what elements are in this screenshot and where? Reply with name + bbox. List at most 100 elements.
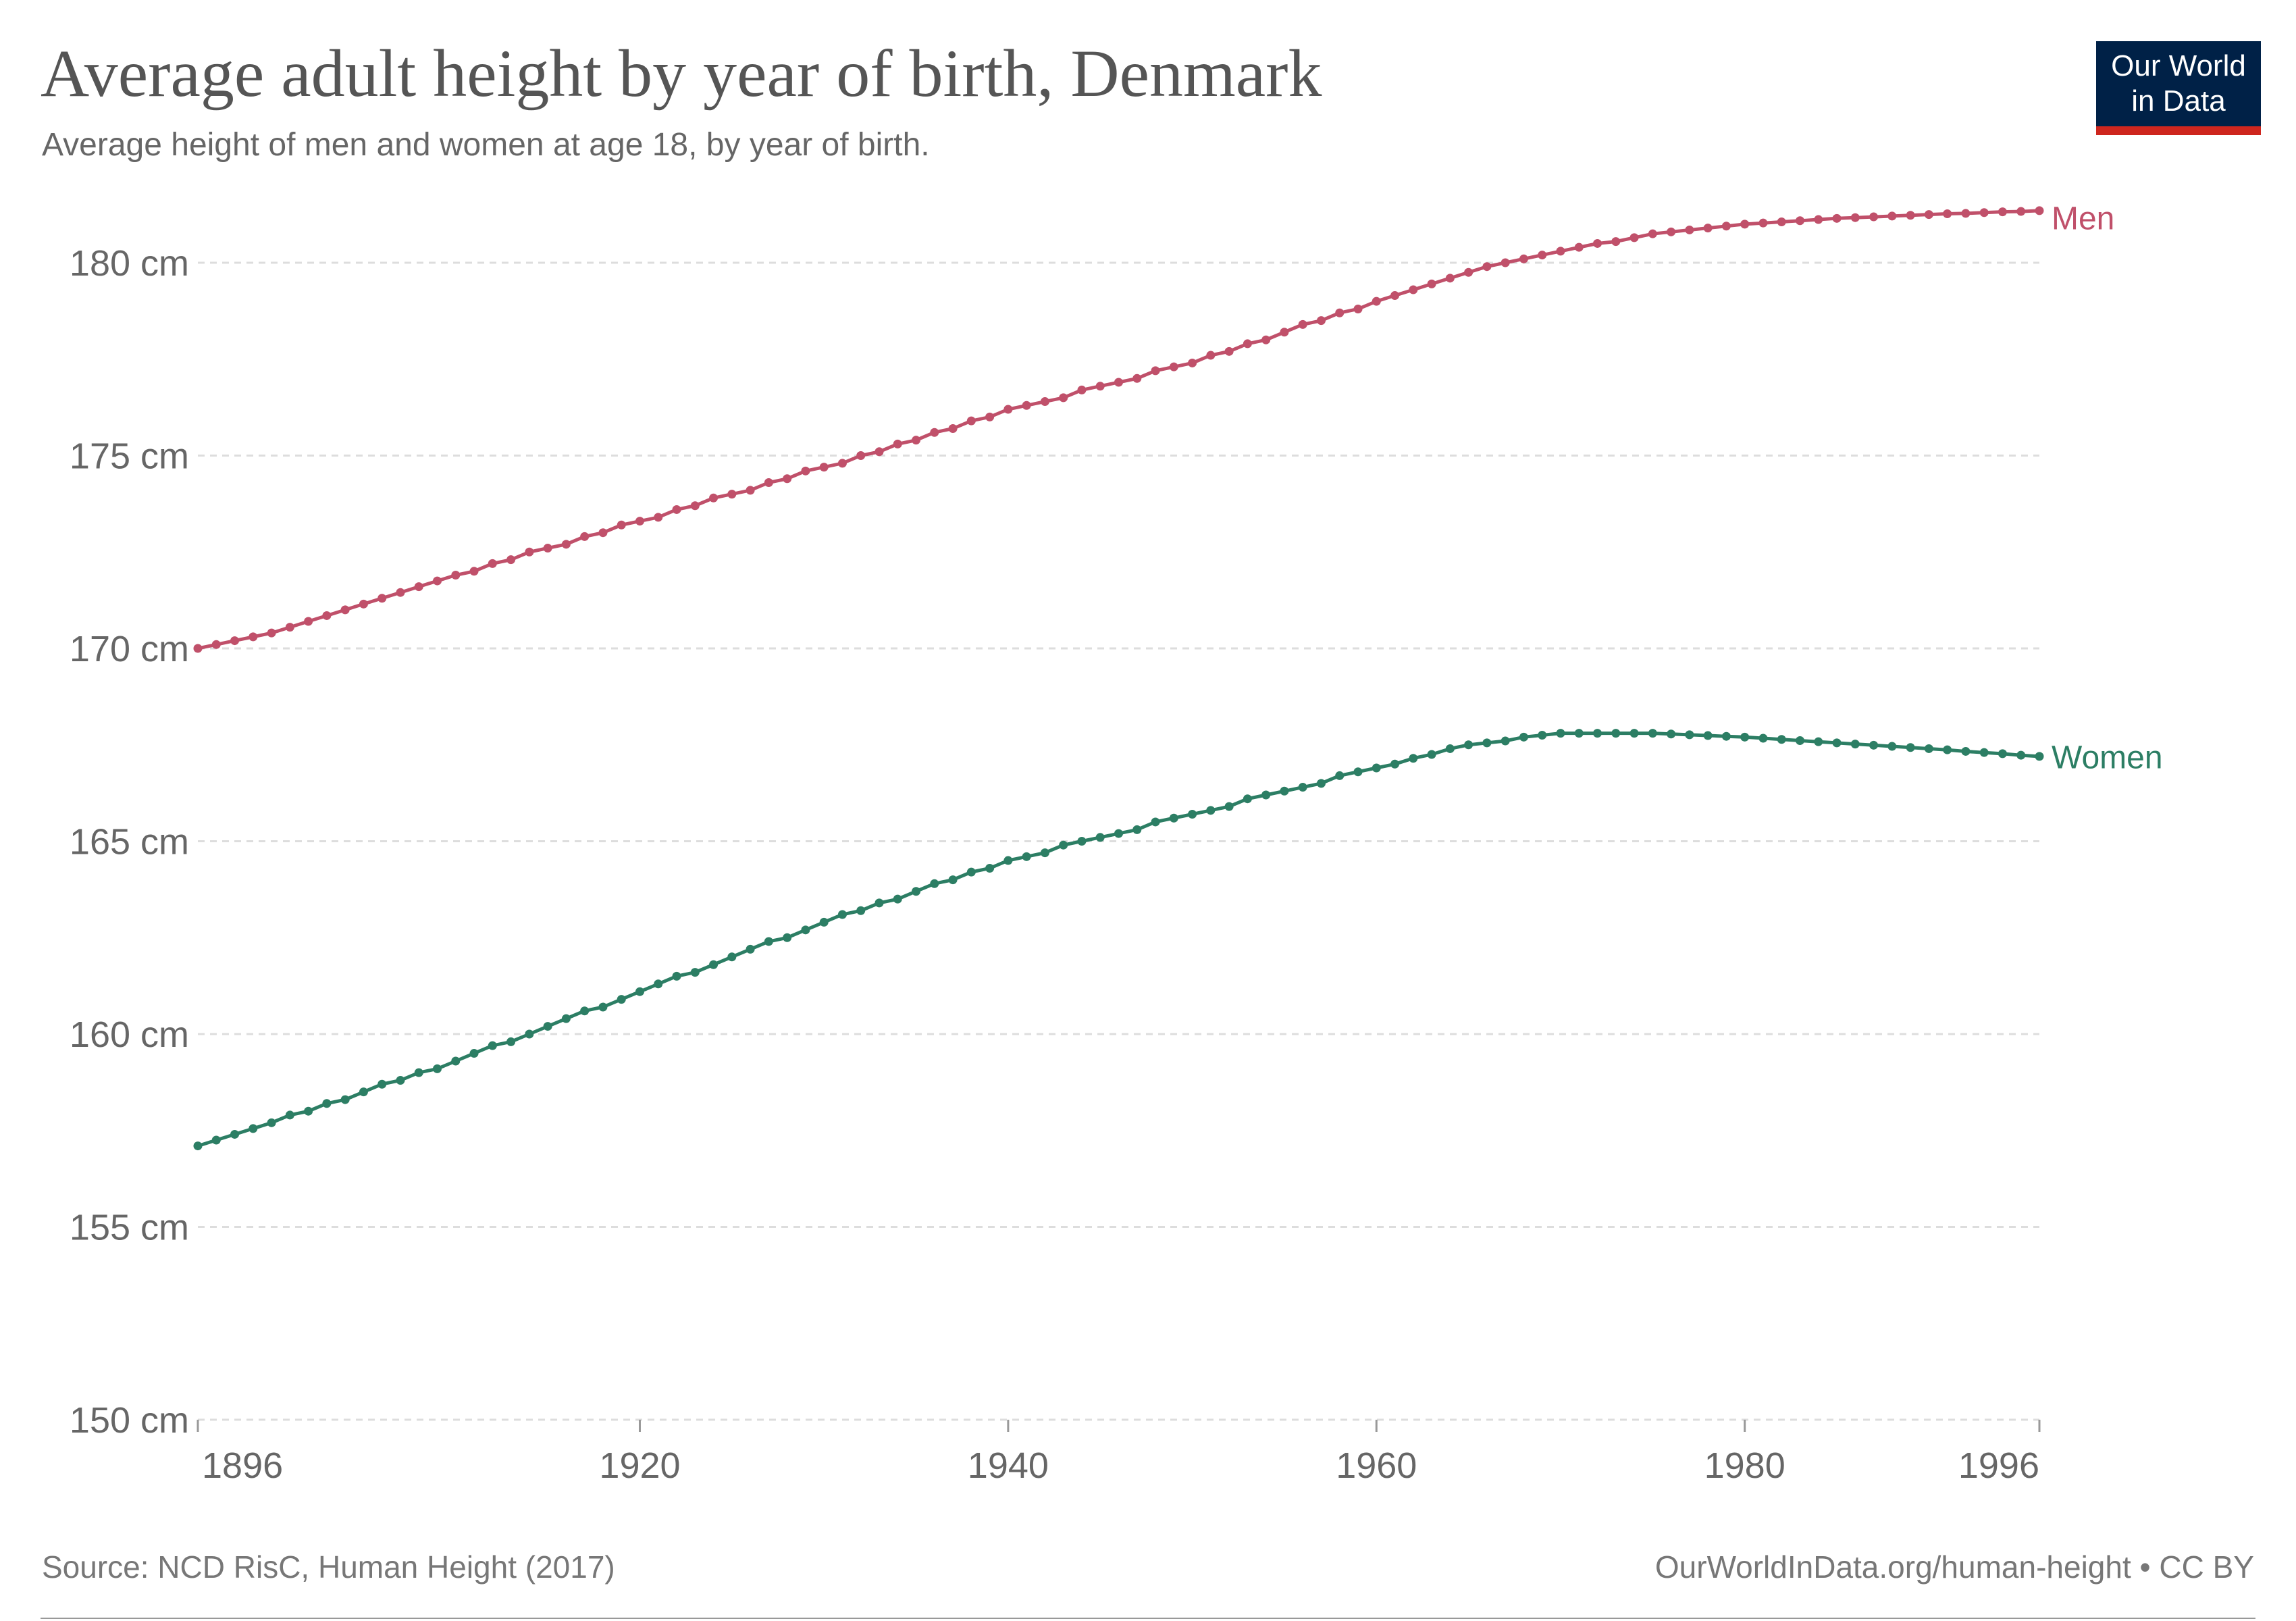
data-point bbox=[267, 628, 276, 638]
data-point bbox=[1409, 754, 1418, 763]
data-point bbox=[893, 439, 902, 448]
logo-text: Our World bbox=[2111, 49, 2246, 82]
data-point bbox=[875, 898, 884, 908]
data-point bbox=[1353, 767, 1363, 777]
data-point bbox=[1040, 397, 1049, 407]
data-point bbox=[1924, 744, 1933, 753]
data-point bbox=[948, 875, 958, 885]
data-point bbox=[1758, 734, 1768, 743]
data-point bbox=[1979, 208, 1989, 217]
data-point bbox=[1077, 837, 1087, 846]
data-point bbox=[1703, 224, 1713, 233]
data-point bbox=[1390, 759, 1400, 769]
data-point bbox=[1095, 382, 1105, 391]
data-point bbox=[193, 644, 203, 653]
y-tick-label: 150 cm bbox=[70, 1400, 189, 1441]
data-point bbox=[764, 478, 773, 487]
data-point bbox=[1464, 740, 1473, 750]
data-point bbox=[1832, 213, 1842, 223]
x-tick-label: 1940 bbox=[968, 1445, 1049, 1486]
data-point bbox=[1059, 393, 1068, 403]
data-point bbox=[304, 617, 313, 626]
data-point bbox=[1943, 209, 1952, 218]
data-point bbox=[1003, 856, 1013, 865]
data-point bbox=[1114, 378, 1123, 387]
x-tick-label: 1960 bbox=[1336, 1445, 1417, 1486]
data-point bbox=[1887, 742, 1897, 751]
data-point bbox=[2035, 206, 2044, 215]
data-point bbox=[1390, 291, 1400, 301]
data-point bbox=[1814, 215, 1823, 224]
data-point bbox=[1556, 247, 1565, 256]
data-point bbox=[267, 1118, 276, 1127]
data-point bbox=[654, 979, 663, 989]
data-point bbox=[1574, 242, 1584, 252]
data-point bbox=[2035, 752, 2044, 761]
data-point bbox=[1151, 366, 1160, 376]
data-point bbox=[672, 971, 681, 981]
data-point bbox=[211, 640, 221, 649]
data-point bbox=[285, 1110, 294, 1120]
data-point bbox=[230, 636, 240, 646]
y-tick-label: 170 cm bbox=[70, 629, 189, 669]
data-point bbox=[1261, 790, 1271, 800]
data-point bbox=[359, 599, 368, 609]
data-point bbox=[598, 1002, 608, 1012]
data-point bbox=[1335, 308, 1345, 317]
data-point bbox=[1593, 729, 1602, 738]
data-point bbox=[1114, 829, 1123, 838]
data-point bbox=[1224, 802, 1234, 811]
data-point bbox=[1372, 297, 1381, 306]
data-point bbox=[1961, 209, 1971, 218]
data-point bbox=[1059, 840, 1068, 850]
data-point bbox=[1151, 817, 1160, 827]
data-point bbox=[1869, 740, 1879, 750]
series-label: Women bbox=[2052, 740, 2163, 775]
data-point bbox=[1574, 729, 1584, 738]
data-point bbox=[819, 917, 829, 927]
data-point bbox=[1022, 401, 1031, 410]
data-point bbox=[1353, 305, 1363, 314]
data-point bbox=[617, 995, 626, 1004]
data-point bbox=[635, 987, 644, 996]
data-point bbox=[506, 555, 516, 565]
data-point bbox=[322, 611, 332, 620]
data-point bbox=[1280, 328, 1289, 337]
logo-bar bbox=[2096, 126, 2261, 135]
data-point bbox=[1703, 731, 1713, 740]
data-point bbox=[1740, 732, 1750, 742]
data-point bbox=[856, 451, 866, 460]
data-point bbox=[690, 501, 700, 511]
data-point bbox=[1280, 786, 1289, 796]
series-label: Men bbox=[2052, 201, 2114, 236]
logo bbox=[2096, 41, 2261, 126]
data-point bbox=[469, 1049, 479, 1058]
data-point bbox=[1188, 810, 1197, 819]
data-point bbox=[1427, 750, 1436, 759]
data-point bbox=[819, 463, 829, 472]
data-point bbox=[1243, 794, 1252, 804]
data-point bbox=[230, 1129, 240, 1139]
data-point bbox=[1501, 736, 1510, 746]
data-point bbox=[966, 416, 976, 426]
data-point bbox=[801, 925, 810, 935]
data-point bbox=[525, 1029, 534, 1039]
data-point bbox=[1998, 749, 2007, 758]
data-point bbox=[1740, 220, 1750, 229]
data-point bbox=[285, 623, 294, 632]
data-point bbox=[837, 459, 847, 468]
data-point bbox=[1409, 285, 1418, 294]
data-point bbox=[1721, 731, 1731, 741]
data-point bbox=[433, 576, 442, 586]
data-point bbox=[1795, 216, 1804, 226]
data-point bbox=[488, 1041, 497, 1050]
data-point bbox=[985, 863, 995, 873]
data-point bbox=[672, 505, 681, 514]
logo-text: in Data bbox=[2131, 84, 2226, 118]
source: Source: NCD RisC, Human Height (2017) bbox=[42, 1549, 615, 1585]
data-point bbox=[1648, 229, 1657, 238]
data-point bbox=[377, 1079, 387, 1089]
data-point bbox=[1777, 217, 1786, 226]
data-point bbox=[304, 1106, 313, 1116]
